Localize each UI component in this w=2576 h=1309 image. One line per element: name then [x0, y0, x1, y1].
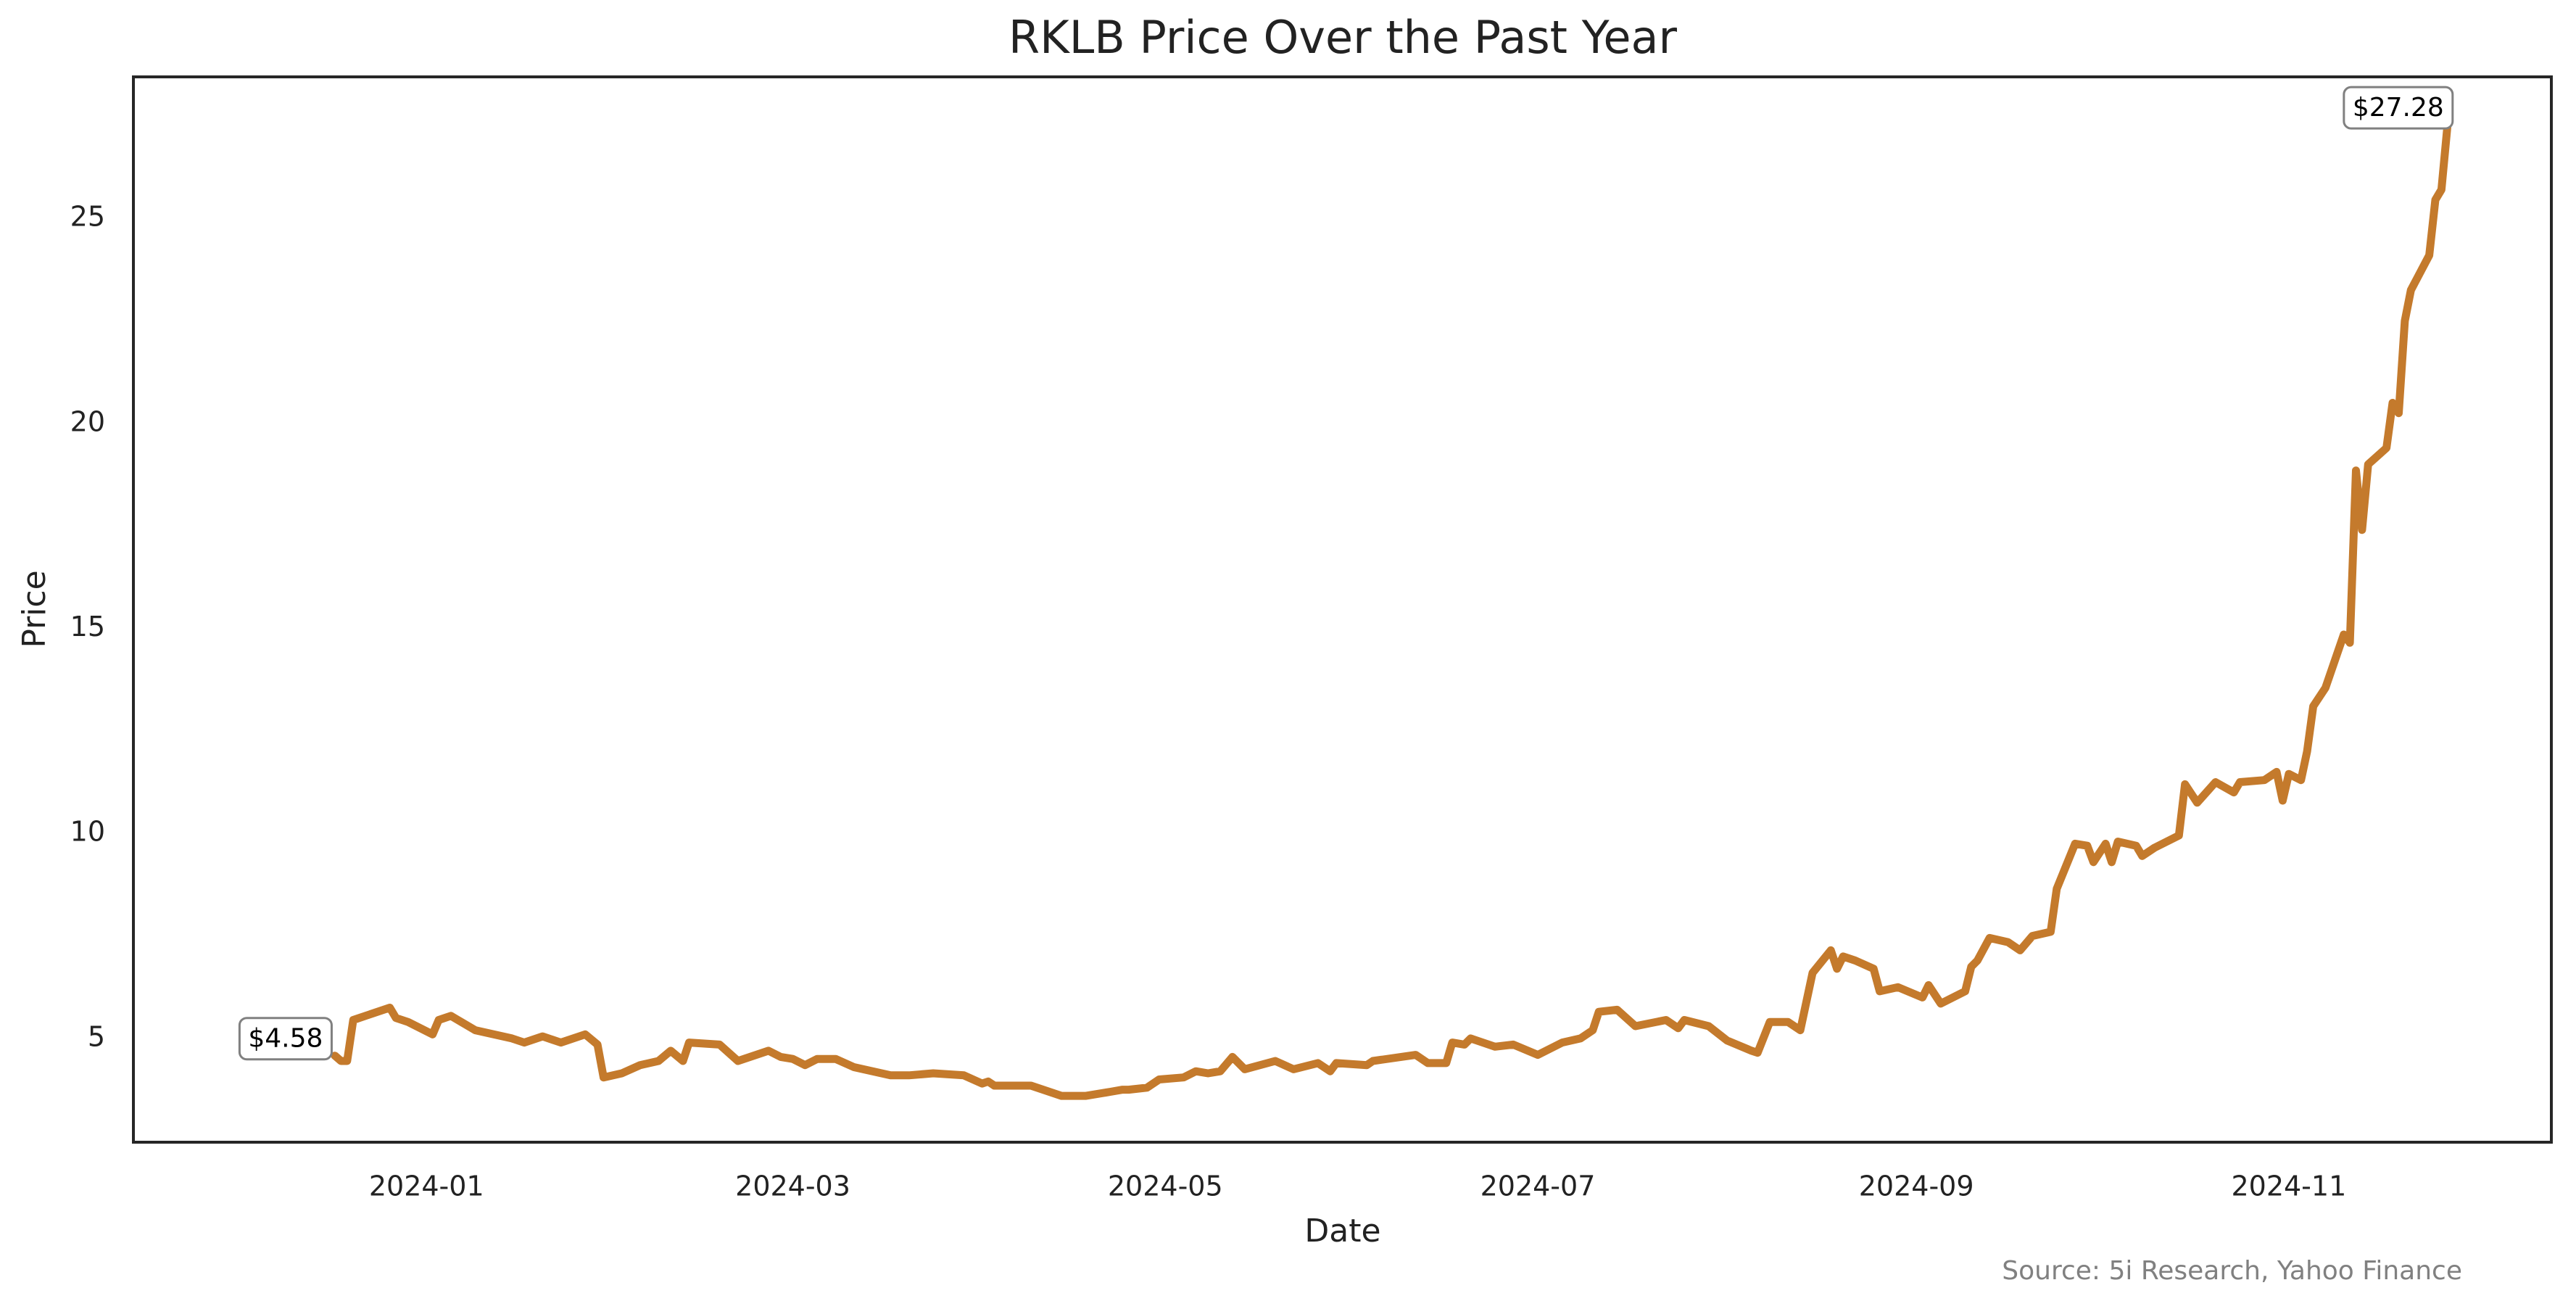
y-tick-label: 5 [88, 1020, 105, 1052]
y-tick-label: 20 [70, 405, 105, 437]
x-tick-label: 2024-07 [1480, 1170, 1596, 1202]
chart-title: RKLB Price Over the Past Year [1009, 11, 1677, 64]
x-tick-label: 2024-05 [1108, 1170, 1223, 1202]
annotation: $4.58 [238, 1017, 333, 1061]
plot-frame [132, 75, 2553, 1144]
y-tick-label: 10 [70, 816, 105, 848]
annotation: $27.28 [2343, 86, 2454, 130]
x-tick-label: 2024-01 [369, 1170, 484, 1202]
price-line [331, 120, 2452, 1100]
y-tick-label: 15 [70, 611, 105, 643]
source-note: Source: 5i Research, Yahoo Finance [2002, 1256, 2462, 1286]
x-tick-label: 2024-03 [735, 1170, 850, 1202]
x-tick-label: 2024-09 [1859, 1170, 1974, 1202]
annotation-box [238, 1017, 333, 1061]
x-tick-label: 2024-11 [2231, 1170, 2346, 1202]
y-axis-label: Price [16, 570, 53, 648]
annotation-label: $27.28 [2353, 93, 2444, 123]
annotation-label: $4.58 [248, 1024, 323, 1054]
y-tick-label: 25 [70, 201, 105, 233]
x-axis-label: Date [1304, 1213, 1380, 1250]
annotation-box [2343, 86, 2454, 130]
